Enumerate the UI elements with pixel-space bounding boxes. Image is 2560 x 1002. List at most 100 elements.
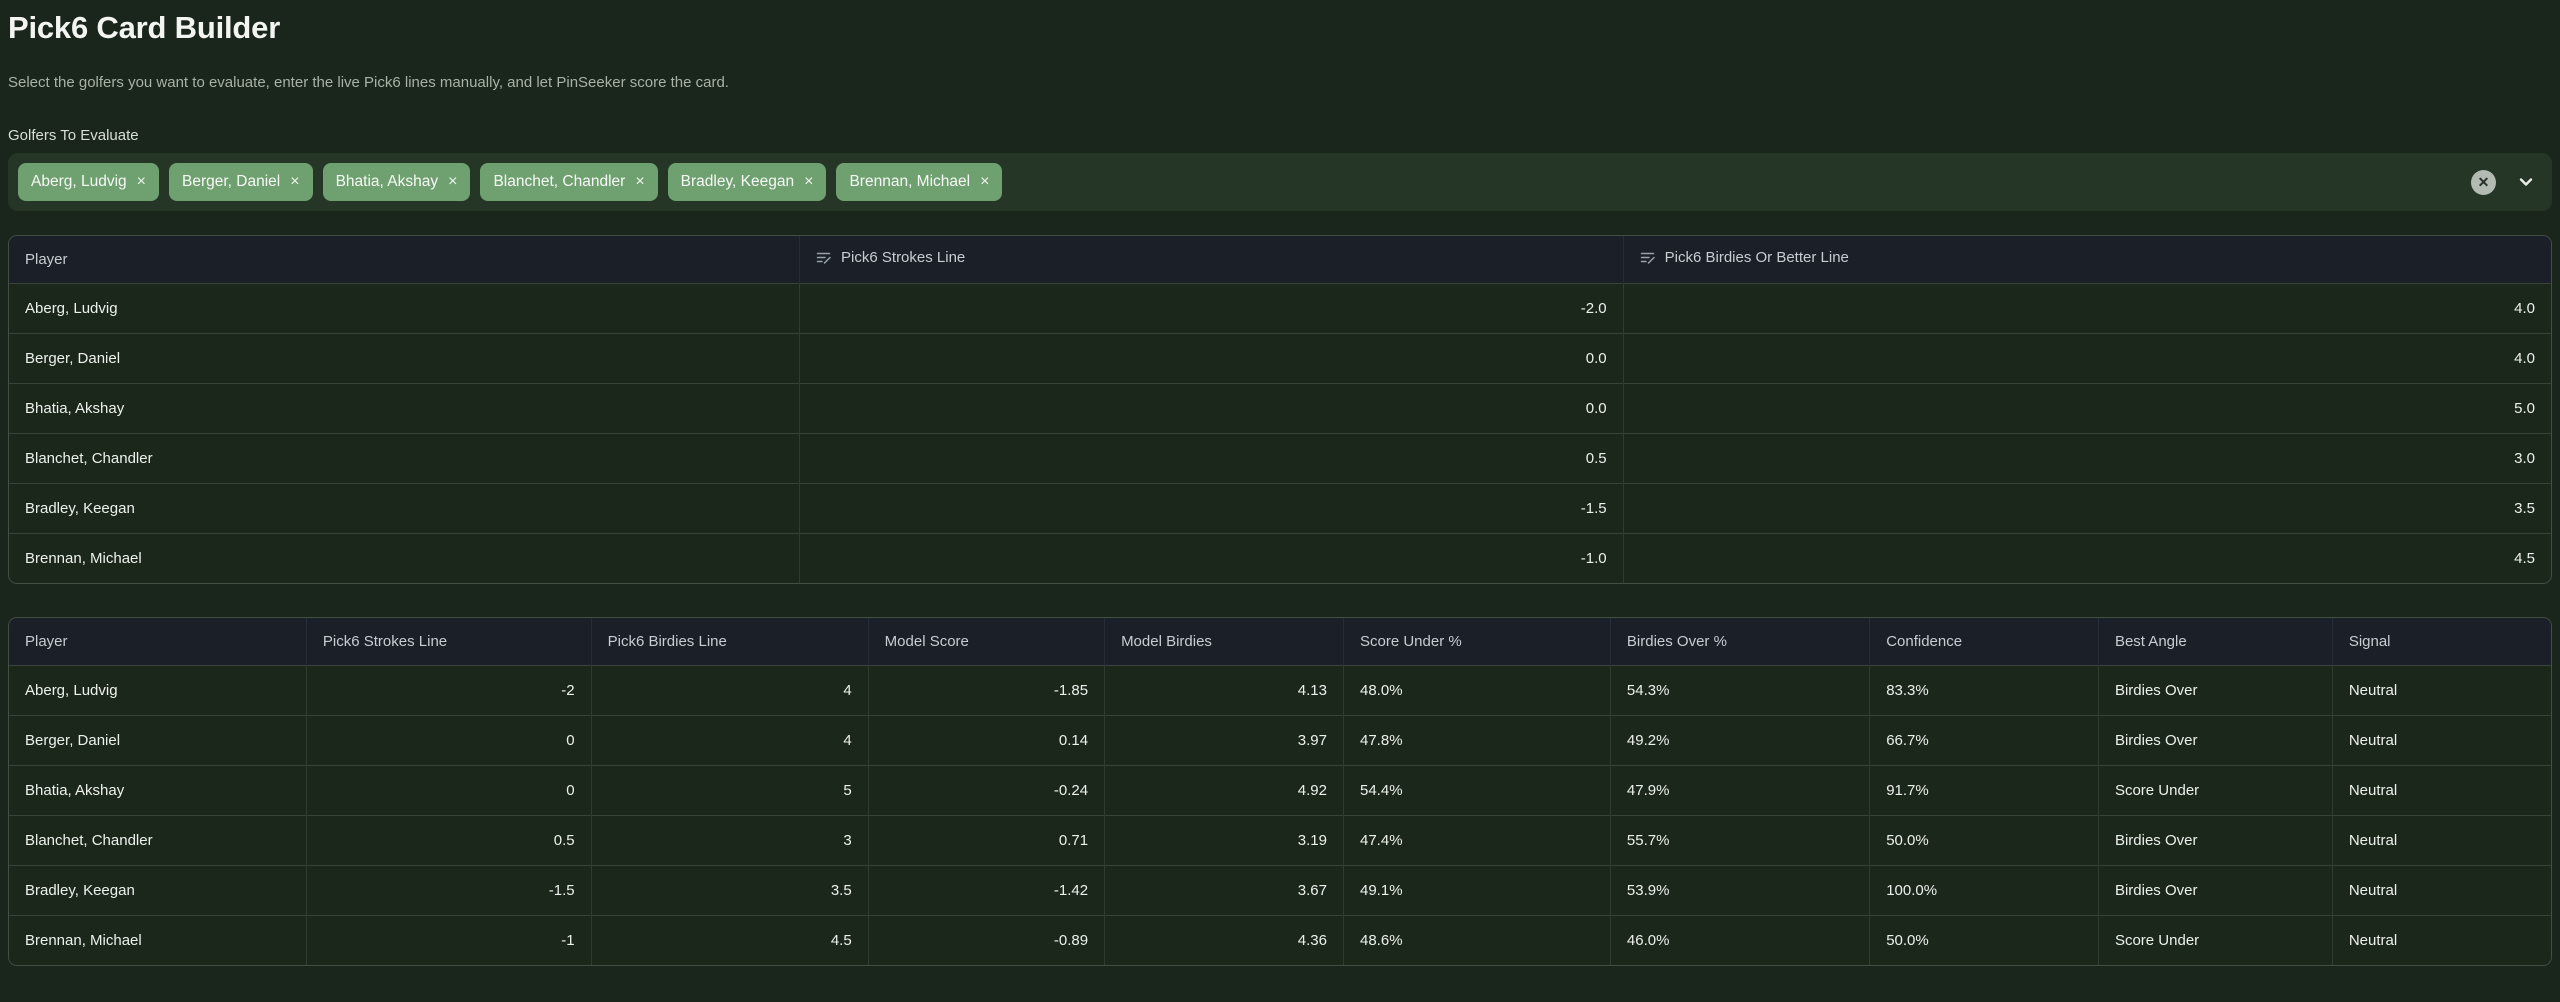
header-strokes-line: Pick6 Strokes Line bbox=[799, 236, 1624, 283]
golfer-tag-label: Bhatia, Akshay bbox=[335, 173, 439, 190]
score-under-pct-cell: 54.4% bbox=[1343, 764, 1611, 815]
model-score-cell: 0.14 bbox=[867, 714, 1105, 765]
page-title: Pick6 Card Builder bbox=[8, 10, 281, 45]
strokes-line-cell: -2 bbox=[305, 664, 592, 715]
header-signal: Signal bbox=[2331, 618, 2551, 665]
chevron-down-icon[interactable] bbox=[2516, 172, 2536, 192]
golfer-tag-label: Aberg, Ludvig bbox=[31, 173, 127, 190]
header-birdies-over-pct: Birdies Over % bbox=[1609, 618, 1870, 665]
remove-golfer-icon[interactable]: × bbox=[804, 173, 814, 190]
signal-cell: Neutral bbox=[2331, 714, 2551, 765]
player-cell: Bradley, Keegan bbox=[9, 864, 307, 915]
clear-selection-button[interactable]: ✕ bbox=[2471, 169, 2496, 195]
page: Pick6 Card Builder Select the golfers yo… bbox=[8, 10, 2552, 966]
remove-golfer-icon[interactable]: × bbox=[448, 173, 458, 190]
model-score-cell: 0.71 bbox=[867, 814, 1105, 865]
score-under-pct-cell: 48.6% bbox=[1343, 914, 1611, 965]
remove-golfer-icon[interactable]: × bbox=[136, 173, 146, 190]
player-cell: Aberg, Ludvig bbox=[9, 664, 307, 715]
golfer-tag-label: Blanchet, Chandler bbox=[493, 173, 626, 190]
confidence-cell: 66.7% bbox=[1869, 714, 2099, 765]
lines-table-row: Bhatia, Akshay 0.0 5.0 bbox=[9, 382, 2551, 433]
strokes-line-cell[interactable]: -2.0 bbox=[799, 282, 1624, 333]
golfer-select[interactable]: Aberg, Ludvig × Berger, Daniel × Bhatia,… bbox=[8, 153, 2552, 211]
golfer-tag-label: Bradley, Keegan bbox=[680, 173, 795, 190]
signal-cell: Neutral bbox=[2331, 864, 2551, 915]
golfer-tag: Blanchet, Chandler × bbox=[480, 163, 658, 201]
strokes-line-cell[interactable]: -1.0 bbox=[799, 532, 1624, 583]
confidence-cell: 50.0% bbox=[1869, 814, 2099, 865]
birdies-line-cell[interactable]: 4.0 bbox=[1622, 282, 2551, 333]
header-model-score: Model Score bbox=[867, 618, 1105, 665]
model-score-cell: -0.24 bbox=[867, 764, 1105, 815]
model-birdies-cell: 3.67 bbox=[1104, 864, 1344, 915]
birdies-over-pct-cell: 49.2% bbox=[1609, 714, 1870, 765]
lines-table-row: Brennan, Michael -1.0 4.5 bbox=[9, 532, 2551, 583]
results-table-row: Aberg, Ludvig -2 4 -1.85 4.13 48.0% 54.3… bbox=[9, 664, 2551, 715]
score-under-pct-cell: 49.1% bbox=[1343, 864, 1611, 915]
birdies-over-pct-cell: 47.9% bbox=[1609, 764, 1870, 815]
header-birdies-line: Pick6 Birdies Or Better Line bbox=[1622, 236, 2551, 283]
remove-golfer-icon[interactable]: × bbox=[290, 173, 300, 190]
birdies-line-cell[interactable]: 5.0 bbox=[1622, 382, 2551, 433]
remove-golfer-icon[interactable]: × bbox=[635, 173, 645, 190]
birdies-line-cell[interactable]: 3.0 bbox=[1622, 432, 2551, 483]
results-table: Player Pick6 Strokes Line Pick6 Birdies … bbox=[8, 617, 2552, 966]
player-cell: Bhatia, Akshay bbox=[9, 764, 307, 815]
player-cell: Brennan, Michael bbox=[9, 532, 800, 583]
strokes-line-cell: -1 bbox=[305, 914, 592, 965]
edit-lines-icon bbox=[816, 250, 832, 266]
birdies-over-pct-cell: 55.7% bbox=[1609, 814, 1870, 865]
confidence-cell: 83.3% bbox=[1869, 664, 2099, 715]
golfer-tag: Bradley, Keegan × bbox=[667, 163, 827, 201]
strokes-line-cell[interactable]: -1.5 bbox=[799, 482, 1624, 533]
strokes-line-cell[interactable]: 0.0 bbox=[799, 382, 1624, 433]
model-birdies-cell: 3.97 bbox=[1104, 714, 1344, 765]
header-confidence: Confidence bbox=[1869, 618, 2099, 665]
signal-cell: Neutral bbox=[2331, 764, 2551, 815]
score-under-pct-cell: 47.4% bbox=[1343, 814, 1611, 865]
birdies-line-cell: 3 bbox=[590, 814, 869, 865]
model-birdies-cell: 3.19 bbox=[1104, 814, 1344, 865]
birdies-over-pct-cell: 54.3% bbox=[1609, 664, 1870, 715]
page-subtitle: Select the golfers you want to evaluate,… bbox=[8, 74, 729, 91]
best-angle-cell: Birdies Over bbox=[2097, 714, 2333, 765]
player-cell: Bhatia, Akshay bbox=[9, 382, 800, 433]
strokes-line-cell: 0 bbox=[305, 764, 592, 815]
model-score-cell: -1.85 bbox=[867, 664, 1105, 715]
signal-cell: Neutral bbox=[2331, 914, 2551, 965]
best-angle-cell: Score Under bbox=[2097, 914, 2333, 965]
birdies-line-cell[interactable]: 3.5 bbox=[1622, 482, 2551, 533]
strokes-line-cell[interactable]: 0.0 bbox=[799, 332, 1624, 383]
header-player: Player bbox=[9, 236, 800, 283]
best-angle-cell: Birdies Over bbox=[2097, 814, 2333, 865]
player-cell: Blanchet, Chandler bbox=[9, 432, 800, 483]
golfer-tag-label: Brennan, Michael bbox=[849, 173, 971, 190]
strokes-line-cell[interactable]: 0.5 bbox=[799, 432, 1624, 483]
player-cell: Bradley, Keegan bbox=[9, 482, 800, 533]
player-cell: Aberg, Ludvig bbox=[9, 282, 800, 333]
birdies-line-cell: 4.5 bbox=[590, 914, 869, 965]
lines-table: Player bbox=[8, 235, 2552, 584]
strokes-line-cell: 0 bbox=[305, 714, 592, 765]
player-cell: Blanchet, Chandler bbox=[9, 814, 307, 865]
header-pick6-birdies-line: Pick6 Birdies Line bbox=[590, 618, 869, 665]
birdies-line-cell[interactable]: 4.0 bbox=[1622, 332, 2551, 383]
lines-table-header-row: Player bbox=[9, 236, 2551, 283]
clear-icon: ✕ bbox=[2477, 173, 2490, 190]
results-table-row: Bhatia, Akshay 0 5 -0.24 4.92 54.4% 47.9… bbox=[9, 764, 2551, 815]
remove-golfer-icon[interactable]: × bbox=[980, 173, 990, 190]
model-birdies-cell: 4.92 bbox=[1104, 764, 1344, 815]
golfer-tag: Aberg, Ludvig × bbox=[18, 163, 159, 201]
birdies-over-pct-cell: 46.0% bbox=[1609, 914, 1870, 965]
model-birdies-cell: 4.13 bbox=[1104, 664, 1344, 715]
golfers-label: Golfers To Evaluate bbox=[8, 127, 139, 144]
birdies-line-cell: 3.5 bbox=[590, 864, 869, 915]
edit-lines-icon bbox=[1640, 250, 1656, 266]
golfer-tag: Bhatia, Akshay × bbox=[322, 163, 471, 201]
birdies-line-cell[interactable]: 4.5 bbox=[1622, 532, 2551, 583]
header-model-birdies: Model Birdies bbox=[1104, 618, 1344, 665]
score-under-pct-cell: 47.8% bbox=[1343, 714, 1611, 765]
golfer-tag-label: Berger, Daniel bbox=[182, 173, 281, 190]
lines-table-row: Aberg, Ludvig -2.0 4.0 bbox=[9, 282, 2551, 333]
